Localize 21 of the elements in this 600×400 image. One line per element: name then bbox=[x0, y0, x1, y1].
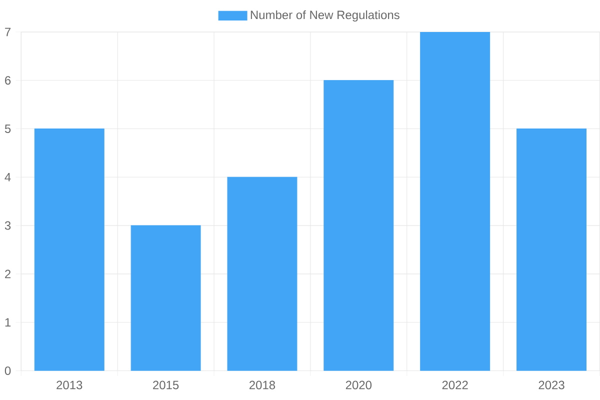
y-tick-label: 7 bbox=[5, 28, 11, 36]
bar bbox=[130, 225, 201, 371]
x-tick-label: 2023 bbox=[538, 380, 564, 390]
y-tick-label: 4 bbox=[4, 173, 11, 182]
y-tick-label: 5 bbox=[4, 124, 11, 134]
y-tick-label: 2 bbox=[5, 270, 11, 278]
bar bbox=[420, 32, 490, 371]
x-tick-label: 2015 bbox=[153, 380, 179, 390]
y-tick-label: 0 bbox=[4, 366, 11, 376]
legend-label: Number of New Regulations bbox=[250, 10, 400, 22]
bar bbox=[227, 177, 298, 371]
x-tick-label: 2020 bbox=[346, 380, 372, 390]
bar bbox=[34, 128, 104, 371]
bar bbox=[324, 80, 394, 371]
x-tick-label: 2018 bbox=[250, 380, 276, 390]
y-tick-label: 1 bbox=[5, 318, 11, 327]
bar bbox=[516, 128, 587, 371]
x-tick-label: 2022 bbox=[442, 380, 468, 390]
y-tick-label: 6 bbox=[5, 76, 11, 85]
y-tick-label: 3 bbox=[4, 221, 11, 230]
x-tick-label: 2013 bbox=[56, 380, 82, 390]
